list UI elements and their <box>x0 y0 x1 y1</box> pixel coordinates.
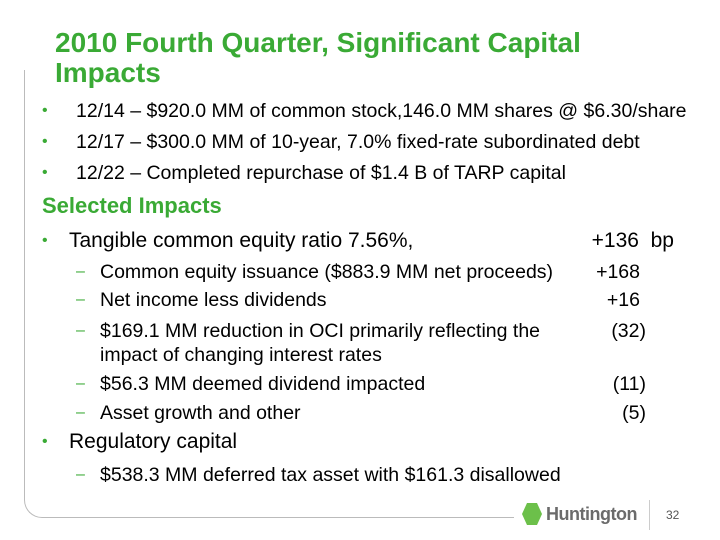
bullet-text: Regulatory capital <box>69 430 238 453</box>
bullet-text: 12/22 – Completed repurchase of $1.4 B o… <box>76 162 566 184</box>
impact-label: Net income less dividends <box>100 289 327 311</box>
bullet-text: 12/14 – $920.0 MM of common stock,146.0 … <box>76 100 687 122</box>
dash-icon: – <box>76 291 85 308</box>
bullet-icon: • <box>42 133 48 150</box>
dash-icon: – <box>76 322 85 339</box>
bullet-text: 12/17 – $300.0 MM of 10-year, 7.0% fixed… <box>76 131 640 153</box>
section-heading: Selected Impacts <box>42 193 222 218</box>
huntington-logo: Huntington <box>522 503 637 525</box>
logo-text: Huntington <box>546 503 637 524</box>
logo-mark-icon <box>522 503 542 525</box>
dash-icon: – <box>76 466 85 483</box>
impact-label: $56.3 MM deemed dividend impacted <box>100 373 426 395</box>
bullet-icon: • <box>42 102 48 119</box>
bullet-icon: • <box>42 433 48 450</box>
bullet-icon: • <box>42 164 48 181</box>
impact-value: +168 <box>596 261 640 283</box>
impact-value: (5) <box>622 402 646 424</box>
impact-value: +136 bp <box>591 229 674 252</box>
slide-title: 2010 Fourth Quarter, Significant Capital… <box>55 27 581 88</box>
impact-value: +16 <box>606 289 640 311</box>
impact-label: Asset growth and other <box>100 402 301 424</box>
slide-frame <box>24 70 514 518</box>
dash-icon: – <box>76 375 85 392</box>
impact-value: (32) <box>611 320 646 342</box>
dash-icon: – <box>76 404 85 421</box>
page-number: 32 <box>666 508 680 522</box>
bullet-icon: • <box>42 232 48 249</box>
impact-label: Common equity issuance ($883.9 MM net pr… <box>100 261 554 283</box>
impact-value: (11) <box>612 373 646 395</box>
impact-label-cont: impact of changing interest rates <box>100 344 382 366</box>
divider <box>649 500 650 530</box>
impact-label: $538.3 MM deferred tax asset with $161.3… <box>100 464 561 486</box>
impact-label: Tangible common equity ratio 7.56%, <box>69 229 414 252</box>
impact-label: $169.1 MM reduction in OCI primarily ref… <box>100 320 541 342</box>
dash-icon: – <box>76 263 85 280</box>
